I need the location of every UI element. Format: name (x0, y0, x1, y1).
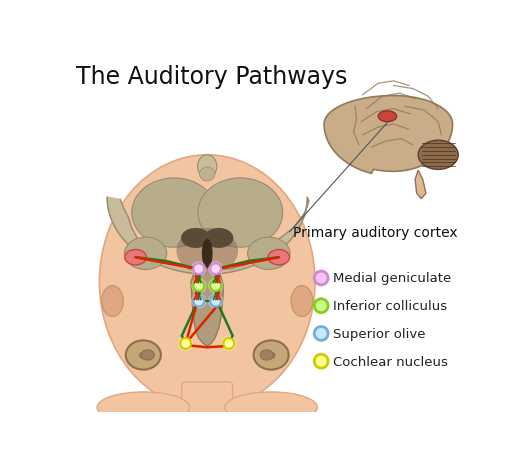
Ellipse shape (181, 228, 210, 249)
Ellipse shape (97, 392, 189, 423)
Circle shape (208, 294, 224, 309)
Ellipse shape (200, 168, 215, 181)
Circle shape (193, 296, 204, 307)
Ellipse shape (204, 228, 233, 249)
Circle shape (178, 336, 193, 351)
Ellipse shape (198, 156, 217, 179)
Polygon shape (324, 96, 452, 174)
Circle shape (180, 338, 191, 349)
Circle shape (208, 278, 224, 294)
Text: Primary auditory cortex: Primary auditory cortex (293, 225, 458, 239)
Circle shape (314, 299, 328, 313)
Ellipse shape (202, 239, 213, 269)
Polygon shape (107, 198, 309, 275)
Ellipse shape (124, 238, 167, 270)
Circle shape (221, 336, 237, 351)
Ellipse shape (176, 228, 238, 275)
Ellipse shape (291, 286, 313, 317)
Text: Superior olive: Superior olive (333, 327, 425, 340)
Circle shape (191, 294, 206, 309)
Circle shape (191, 278, 206, 294)
Text: Medial geniculate: Medial geniculate (333, 272, 451, 285)
Circle shape (193, 281, 204, 291)
Ellipse shape (418, 141, 458, 170)
Circle shape (210, 264, 221, 275)
Ellipse shape (126, 341, 161, 370)
Ellipse shape (132, 179, 216, 248)
Circle shape (224, 338, 234, 349)
Circle shape (314, 355, 328, 368)
Circle shape (210, 281, 221, 291)
Ellipse shape (254, 341, 289, 370)
Ellipse shape (268, 250, 290, 265)
Circle shape (314, 327, 328, 341)
Ellipse shape (141, 350, 154, 360)
Ellipse shape (378, 112, 397, 122)
Text: Cochlear nucleus: Cochlear nucleus (333, 355, 448, 368)
Circle shape (208, 262, 224, 277)
Ellipse shape (198, 179, 283, 248)
Ellipse shape (125, 250, 147, 265)
Ellipse shape (102, 286, 123, 317)
Ellipse shape (99, 156, 315, 409)
FancyBboxPatch shape (182, 382, 232, 420)
Ellipse shape (248, 238, 290, 270)
Text: Inferior colliculus: Inferior colliculus (333, 300, 447, 313)
Text: The Auditory Pathways: The Auditory Pathways (75, 65, 347, 89)
Circle shape (193, 264, 204, 275)
Circle shape (191, 262, 206, 277)
Circle shape (210, 296, 221, 307)
Circle shape (314, 271, 328, 285)
Ellipse shape (225, 392, 317, 423)
Polygon shape (415, 171, 426, 199)
Ellipse shape (260, 350, 274, 360)
Polygon shape (191, 269, 224, 346)
